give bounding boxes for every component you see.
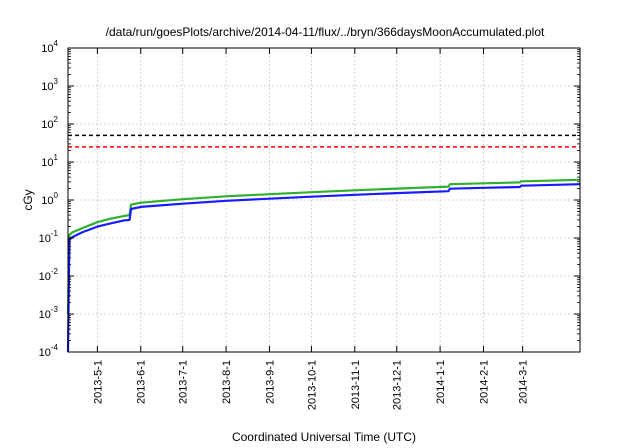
grid: [68, 48, 580, 352]
x-tick-label: 2013-10-1: [306, 360, 318, 410]
x-tick-label: 2013-11-1: [350, 360, 362, 409]
x-tick-label: 2013-5-1: [92, 360, 104, 404]
y-tick-label: 103: [41, 77, 58, 93]
y-tick-label: 101: [41, 153, 58, 169]
x-tick-label: 2013-12-1: [392, 360, 404, 410]
axis-ticks: [68, 47, 580, 353]
series-layer: [66, 134, 581, 353]
y-tick-label: 104: [41, 39, 58, 55]
y-tick-label: 10-2: [39, 267, 59, 283]
y-tick-label: 100: [41, 191, 58, 207]
x-axis-label: Coordinated Universal Time (UTC): [232, 430, 416, 444]
x-tick-label: 2014-2-1: [478, 360, 490, 404]
x-tick-labels: 2013-5-1 2013-6-1 2013-7-1 2013-8-1 2013-9-1…: [92, 360, 529, 410]
x-tick-label: 2013-9-1: [264, 360, 276, 404]
chart-title: /data/run/goesPlots/archive/2014-04-11/f…: [106, 25, 545, 39]
y-tick-labels: 10-4 10-3 10-2 10-1 100 101 102 103 104: [39, 39, 59, 359]
y-tick-label: 102: [41, 115, 58, 131]
y-axis-label: cGy: [21, 189, 35, 210]
y-tick-label: 10-4: [39, 343, 59, 359]
x-tick-label: 2014-1-1: [435, 360, 447, 404]
x-tick-label: 2014-3-1: [518, 360, 530, 404]
x-tick-label: 2013-8-1: [221, 360, 233, 404]
y-tick-label: 10-1: [39, 229, 59, 245]
series-line-1: [66, 178, 581, 315]
y-tick-label: 10-3: [39, 305, 59, 321]
series-line-2: [66, 183, 581, 353]
x-tick-label: 2013-7-1: [178, 360, 190, 404]
x-tick-label: 2013-6-1: [136, 360, 148, 404]
